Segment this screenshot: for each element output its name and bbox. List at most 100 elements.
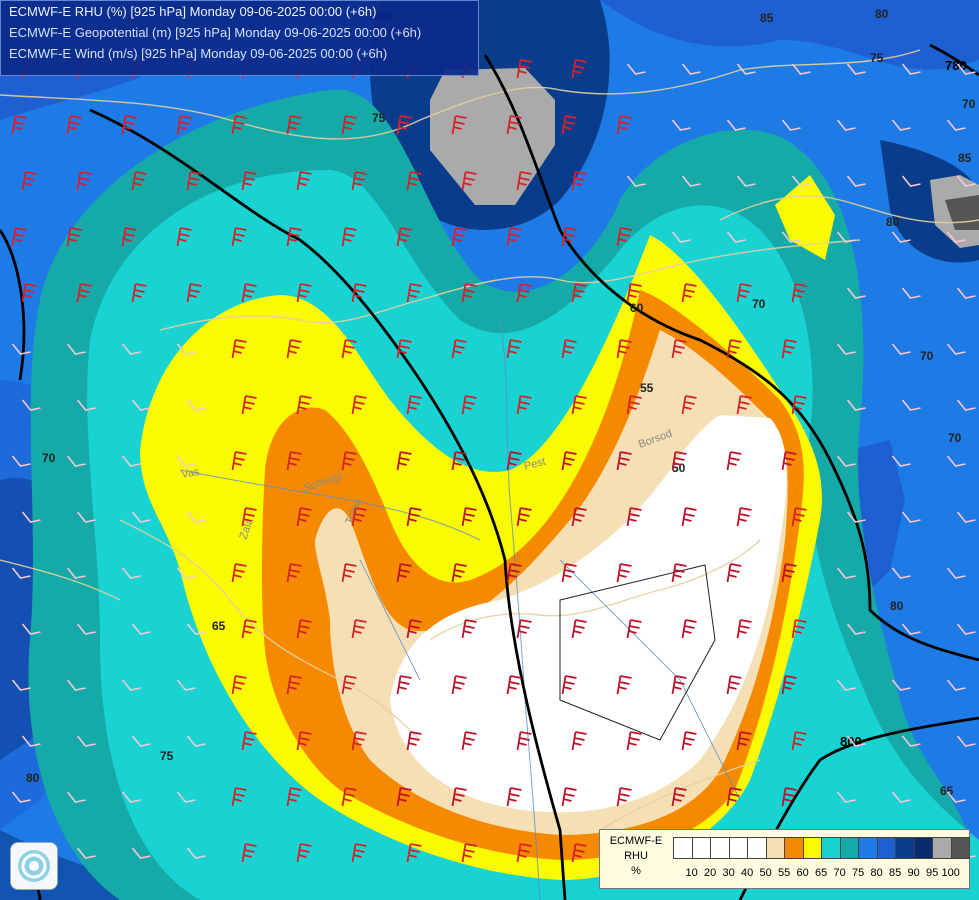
wind-barb-icon: [791, 619, 807, 639]
colorbar-swatch: [802, 837, 822, 859]
map-title-box: ECMWF-E RHU (%) [925 hPa] Monday 09-06-2…: [0, 0, 479, 76]
wind-barb-icon: [836, 679, 856, 691]
wind-barb-icon: [66, 791, 86, 803]
wind-barb-icon: [726, 675, 742, 695]
wind-barb-icon: [626, 507, 642, 527]
wind-barb-icon: [681, 731, 697, 751]
wind-barb-icon: [461, 843, 477, 863]
colorbar-model: ECMWF-E: [609, 835, 663, 847]
colorbar-tick-label: 95: [926, 867, 939, 879]
wind-barb-icon: [946, 567, 966, 579]
wind-barb-icon: [21, 623, 41, 635]
wind-barb-icon: [846, 511, 866, 523]
wind-barb-icon: [296, 283, 312, 303]
wind-barb-icon: [186, 399, 206, 411]
wind-barb-icon: [241, 171, 257, 191]
wind-barb-icon: [781, 675, 797, 695]
wind-barb-icon: [836, 231, 856, 243]
wind-barb-icon: [231, 451, 247, 471]
rhu-contour-label: 75: [372, 111, 386, 125]
wind-barb-icon: [121, 115, 137, 135]
wind-barb-icon: [121, 227, 137, 247]
wind-barb-icon: [351, 283, 367, 303]
wind-barb-icon: [671, 339, 687, 359]
wind-barb-icon: [791, 395, 807, 415]
wind-barb-icon: [186, 283, 202, 303]
wind-barb-icon: [846, 735, 866, 747]
wind-barb-icon: [946, 679, 966, 691]
colorbar-unit: %: [631, 865, 641, 877]
wind-barb-icon: [506, 339, 522, 359]
rhu-contour-label: 65: [212, 619, 226, 633]
rhu-contour-label: 80: [890, 599, 904, 613]
wind-barb-icon: [176, 791, 196, 803]
place-label: Vas: [180, 466, 200, 481]
wind-barb-icon: [351, 507, 367, 527]
wind-barb-icon: [681, 507, 697, 527]
wind-barb-icon: [76, 623, 96, 635]
colorbar-tick-label: 70: [833, 867, 846, 879]
wind-barb-icon: [956, 287, 976, 299]
wind-barb-icon: [176, 343, 196, 355]
wind-barb-icon: [726, 231, 746, 243]
wind-barb-icon: [11, 791, 31, 803]
wind-barb-icon: [506, 787, 522, 807]
wind-barb-icon: [341, 339, 357, 359]
wind-barb-icon: [21, 735, 41, 747]
wind-barb-icon: [516, 171, 532, 191]
wind-barb-icon: [726, 563, 742, 583]
wind-barb-icon: [681, 395, 697, 415]
wind-barb-icon: [516, 59, 532, 79]
wind-barb-icon: [836, 119, 856, 131]
wind-barb-icon: [186, 511, 206, 523]
colorbar-swatch: [839, 837, 859, 859]
wind-barb-icon: [736, 63, 756, 75]
wind-barb-icon: [231, 787, 247, 807]
wind-barb-icon: [671, 675, 687, 695]
wind-barb-icon: [736, 731, 752, 751]
colorbar-swatch: [673, 837, 693, 859]
wind-barb-icon: [561, 451, 577, 471]
wind-barb-icon: [241, 843, 257, 863]
wind-barb-icon: [506, 675, 522, 695]
wind-barb-icon: [396, 787, 412, 807]
borders: [0, 49, 979, 831]
wind-barb-icon: [626, 175, 646, 187]
wind-barb-icon: [451, 563, 467, 583]
wind-barb-icon: [736, 175, 756, 187]
wind-barb-icon: [231, 675, 247, 695]
wind-barb-icon: [66, 115, 82, 135]
wind-barb-icon: [186, 735, 206, 747]
wind-barb-icon: [516, 507, 532, 527]
geopotential-left: [0, 229, 26, 381]
wind-barb-icon: [616, 339, 632, 359]
wind-barb-icon: [891, 791, 911, 803]
wind-barb-icon: [561, 675, 577, 695]
wind-barb-icon: [231, 227, 247, 247]
colorbar-swatch: [913, 837, 933, 859]
rhu-contour-label: 75: [160, 749, 174, 763]
wind-barb-icon: [186, 847, 206, 859]
wind-barb-icon: [66, 679, 86, 691]
wind-barb-icon: [286, 563, 302, 583]
wind-barb-icon: [176, 227, 192, 247]
rhu-contour-label: 85: [760, 11, 774, 25]
wind-barb-icon: [131, 399, 151, 411]
wind-barb-icon: [241, 619, 257, 639]
colorbar-tick-label: 40: [741, 867, 754, 879]
wind-barb-icon: [836, 343, 856, 355]
wind-barb-icon: [571, 619, 587, 639]
wind-barb-icon: [506, 227, 522, 247]
wind-barb-icon: [561, 563, 577, 583]
rhu-colorbar: ECMWF-E RHU % 10 20 30 40 50 55 60 65 70 75 80 85 90…: [599, 829, 970, 889]
wind-barb-icon: [396, 227, 412, 247]
wind-barb-icon: [516, 731, 532, 751]
title-wind: ECMWF-E Wind (m/s) [925 hPa] Monday 09-0…: [9, 46, 388, 61]
rhu-contour-label: 70: [42, 451, 56, 465]
wind-barb-icon: [956, 63, 976, 75]
wind-barb-icon: [451, 451, 467, 471]
colorbar-tick-label: 90: [907, 867, 920, 879]
rhu-contour-label: 70: [962, 97, 976, 111]
wind-barb-icon: [66, 455, 86, 467]
rhu-contour-label: 70: [948, 431, 962, 445]
